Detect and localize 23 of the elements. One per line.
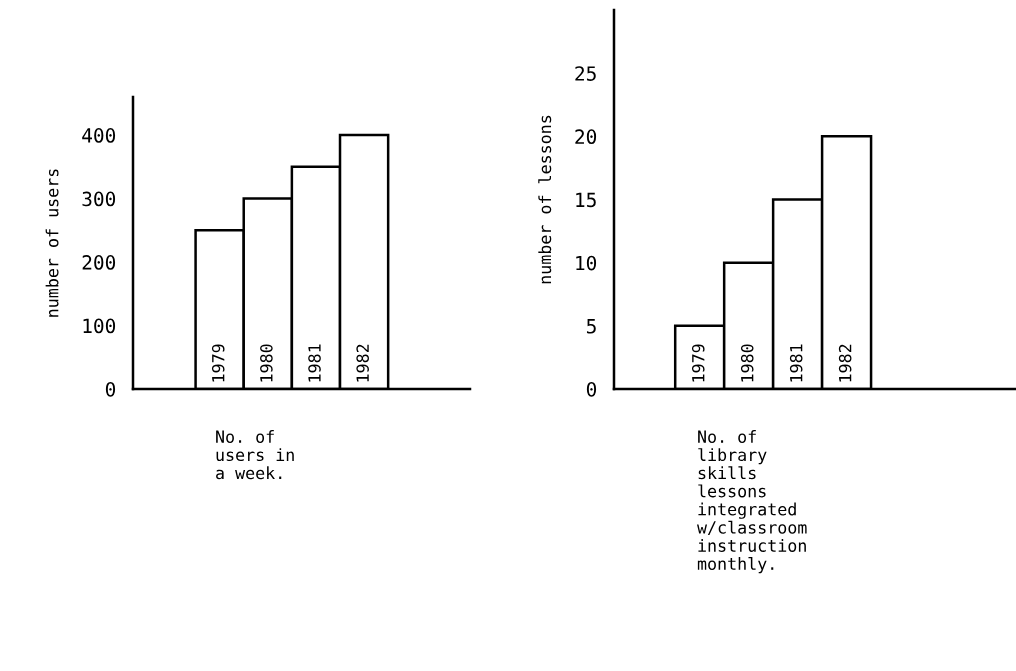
y-tick-label: 25: [575, 66, 596, 81]
y-tick-label: 400: [82, 128, 116, 143]
x-tick-label: 1981: [308, 344, 321, 382]
y-tick-label: 20: [575, 129, 597, 145]
x-tick-label: 1980: [740, 344, 754, 382]
y-tick-label: 0: [105, 382, 116, 397]
x-axis-title: No. of library skills lessons integrated w/classroom instruction monthly.: [697, 430, 807, 574]
x-tick-label: 1979: [211, 344, 225, 382]
x-tick-label: 1979: [691, 344, 705, 382]
x-axis-title: No. of users in a week.: [216, 430, 294, 480]
y-axis-title: number of lessons: [538, 115, 552, 284]
y-tick-label: 300: [82, 191, 116, 207]
x-tick-label: 1982: [356, 344, 369, 382]
y-axis-title: number of users: [45, 169, 59, 317]
y-tick-label: 5: [586, 319, 596, 334]
y-tick-label: 100: [83, 318, 116, 334]
y-tick-label: 15: [576, 192, 596, 208]
x-tick-label: 1981: [789, 344, 803, 382]
y-tick-label: 10: [576, 255, 597, 271]
y-tick-label: 0: [586, 382, 597, 397]
x-tick-label: 1982: [838, 344, 852, 382]
x-tick-label: 1980: [260, 344, 273, 382]
y-tick-label: 200: [82, 255, 116, 270]
